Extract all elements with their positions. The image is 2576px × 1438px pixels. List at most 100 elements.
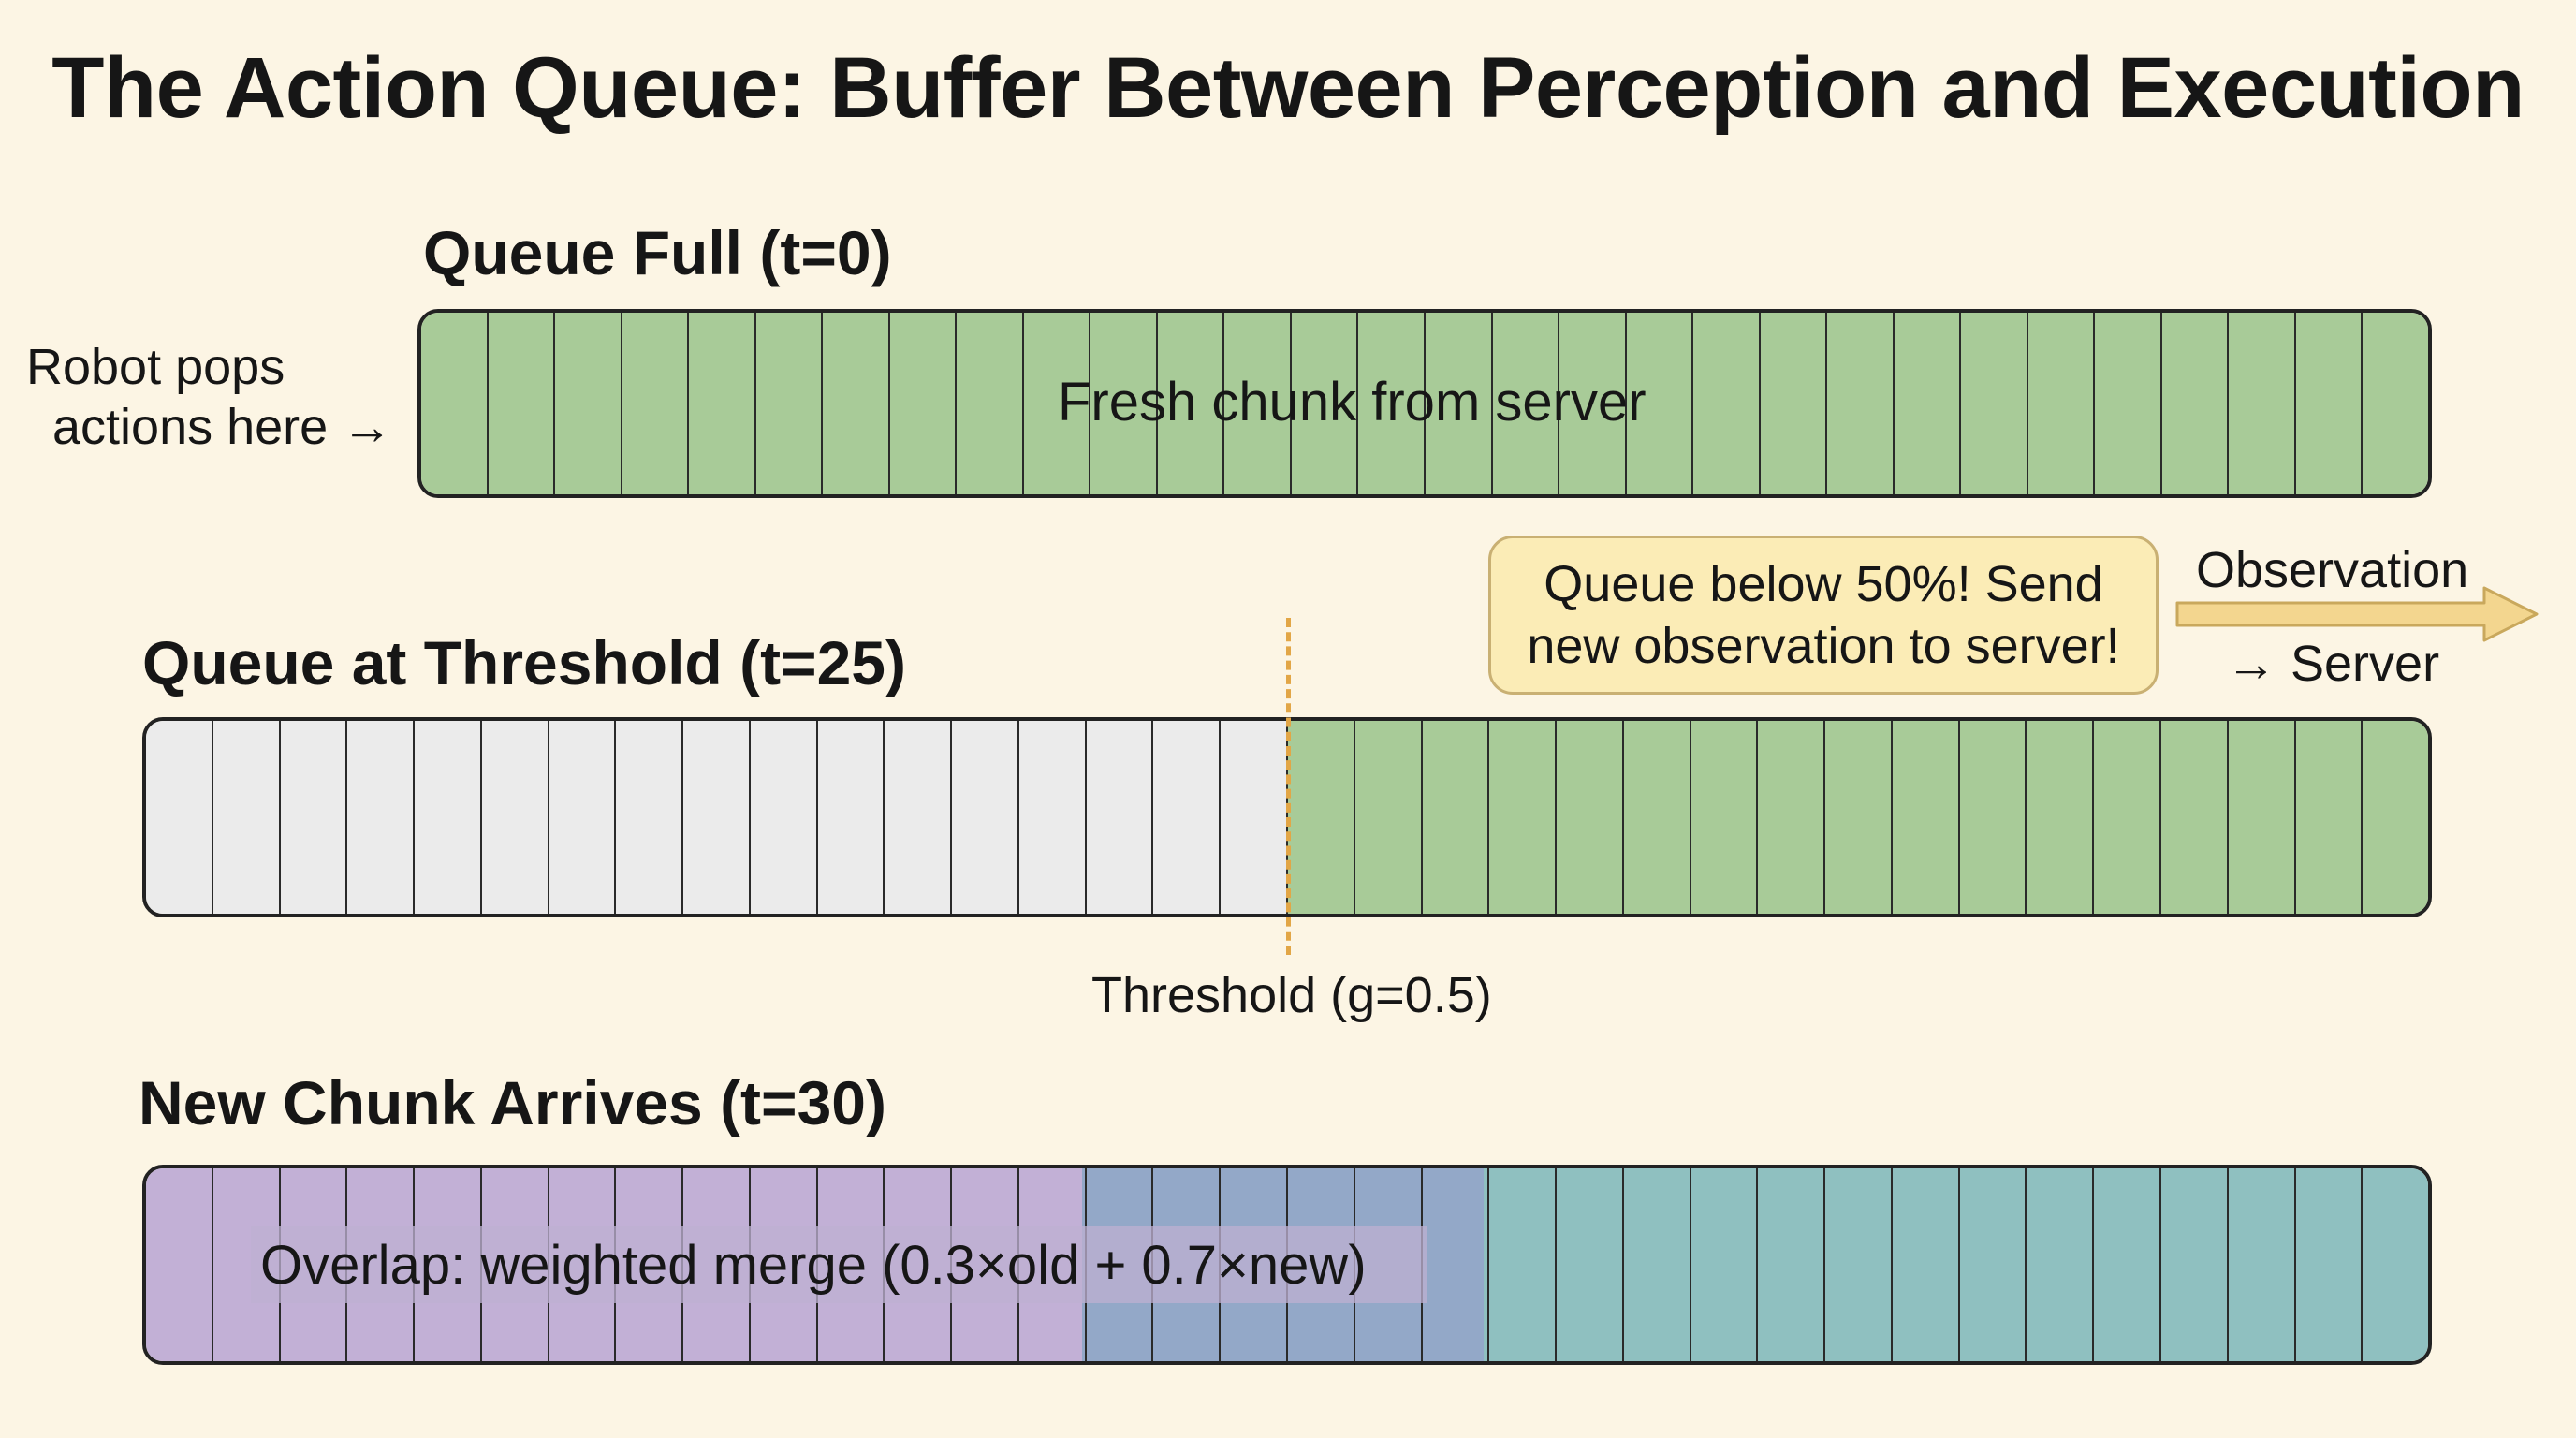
callout-line-1: Queue below 50%! Send: [1544, 556, 2103, 612]
queue-cell: [1823, 1168, 1891, 1361]
queue-cell: [1890, 721, 1958, 914]
queue-cell: [1420, 1168, 1488, 1361]
queue-cell: [1490, 313, 1559, 494]
queue-cell: [754, 313, 822, 494]
queue-cell: [1423, 313, 1491, 494]
queue-cell: [887, 313, 956, 494]
queue-cell: [620, 313, 688, 494]
threshold-label: Threshold (g=0.5): [1091, 967, 1492, 1023]
queue-cell: [479, 721, 548, 914]
queue-cell: [2293, 313, 2362, 494]
queue-cell: [1756, 1168, 1823, 1361]
queue-cell: [687, 313, 754, 494]
queue-cell: [2226, 1168, 2294, 1361]
queue-cell: [950, 721, 1017, 914]
queue-cell: [883, 721, 950, 914]
queue-cell: [1487, 721, 1555, 914]
queue-cell: [2093, 313, 2160, 494]
queue-cell: [486, 313, 554, 494]
queue-cell: [1624, 313, 1692, 494]
queue-cell: [748, 721, 816, 914]
queue-cell: [345, 721, 413, 914]
queue-cell: [2293, 721, 2362, 914]
queue-cell: [1758, 313, 1826, 494]
overlap-label: Overlap: weighted merge (0.3×old + 0.7×n…: [260, 1235, 1367, 1296]
queue-cell: [2025, 721, 2092, 914]
queue-cell: [1689, 1168, 1757, 1361]
queue-cell: [1222, 313, 1290, 494]
queue-cell: [2159, 721, 2227, 914]
diagram-title: The Action Queue: Buffer Between Percept…: [51, 40, 2525, 136]
threshold-line: [1286, 618, 1291, 955]
queue-cell: [2159, 1168, 2227, 1361]
queue-cell: [1017, 721, 1085, 914]
observation-label: Observation: [2196, 542, 2469, 598]
queue-cell: [1621, 1168, 1690, 1361]
queue-cell: [1823, 721, 1891, 914]
new-chunk-segment: [1483, 1168, 2428, 1361]
queue-cell: [2227, 313, 2294, 494]
queue-bar-new-chunk: [142, 1165, 2432, 1365]
queue-cell: [1689, 721, 1757, 914]
queue-cell: [2026, 313, 2094, 494]
queue-cell: [1558, 313, 1625, 494]
queue-cell: [1151, 721, 1219, 914]
queue-cell: [1691, 313, 1759, 494]
queue-cell: [1021, 313, 1090, 494]
queue-cell: [2092, 1168, 2159, 1361]
queue-cell: [1890, 1168, 1958, 1361]
queue-cell: [146, 1168, 212, 1361]
queue-cells: [421, 313, 2428, 494]
queue-cell: [1219, 721, 1286, 914]
queue-cell: [1286, 721, 1354, 914]
queue-cell: [1420, 721, 1488, 914]
robot-pops-label: Robot pops actions here →: [26, 337, 401, 457]
queue-cell: [1356, 313, 1424, 494]
queue-cell: [2159, 313, 2228, 494]
queue-cell: [211, 1168, 279, 1361]
queue-cell: [1957, 721, 2026, 914]
queue-cell: [2025, 1168, 2092, 1361]
queue-cell: [2361, 313, 2428, 494]
row-label-queue-threshold: Queue at Threshold (t=25): [142, 628, 906, 697]
queue-cell: [1957, 1168, 2026, 1361]
queue-cell: [815, 721, 884, 914]
robot-pops-label-line-2: actions here →: [52, 399, 393, 455]
queue-cell: [1555, 1168, 1622, 1361]
remaining-segment: [1287, 721, 2428, 914]
row-label-new-chunk: New Chunk Arrives (t=30): [139, 1068, 886, 1137]
observation-arrow-icon: [2175, 586, 2539, 642]
queue-cells: [146, 721, 2428, 914]
queue-cell: [2361, 1168, 2428, 1361]
queue-cell: [146, 721, 212, 914]
queue-cell: [421, 313, 487, 494]
queue-cell: [681, 721, 749, 914]
queue-cell: [1555, 721, 1622, 914]
queue-cell: [821, 313, 888, 494]
queue-cell: [614, 721, 681, 914]
queue-cell: [1353, 721, 1421, 914]
row-label-queue-full: Queue Full (t=0): [423, 218, 892, 287]
queue-cell: [1084, 721, 1152, 914]
consumed-segment: [146, 721, 1287, 914]
fresh-chunk-label: Fresh chunk from server: [1058, 372, 1647, 433]
queue-cell: [2361, 721, 2428, 914]
queue-cell: [1959, 313, 2027, 494]
queue-cell: [547, 721, 615, 914]
queue-cell: [1487, 1168, 1555, 1361]
queue-cell: [2293, 1168, 2362, 1361]
queue-cell: [1155, 313, 1223, 494]
server-label: → Server: [2226, 636, 2440, 692]
queue-cell: [955, 313, 1022, 494]
queue-cell: [211, 721, 279, 914]
queue-cell: [2092, 721, 2159, 914]
threshold-callout: Queue below 50%! Send new observation to…: [1488, 536, 2159, 695]
robot-pops-label-line-1: Robot pops: [26, 339, 285, 395]
queue-cell: [1621, 721, 1690, 914]
queue-cell: [553, 313, 621, 494]
queue-cell: [1892, 313, 1960, 494]
overlap-label-highlight: [251, 1226, 1427, 1303]
queue-cell: [1756, 721, 1823, 914]
queue-cell: [278, 721, 346, 914]
